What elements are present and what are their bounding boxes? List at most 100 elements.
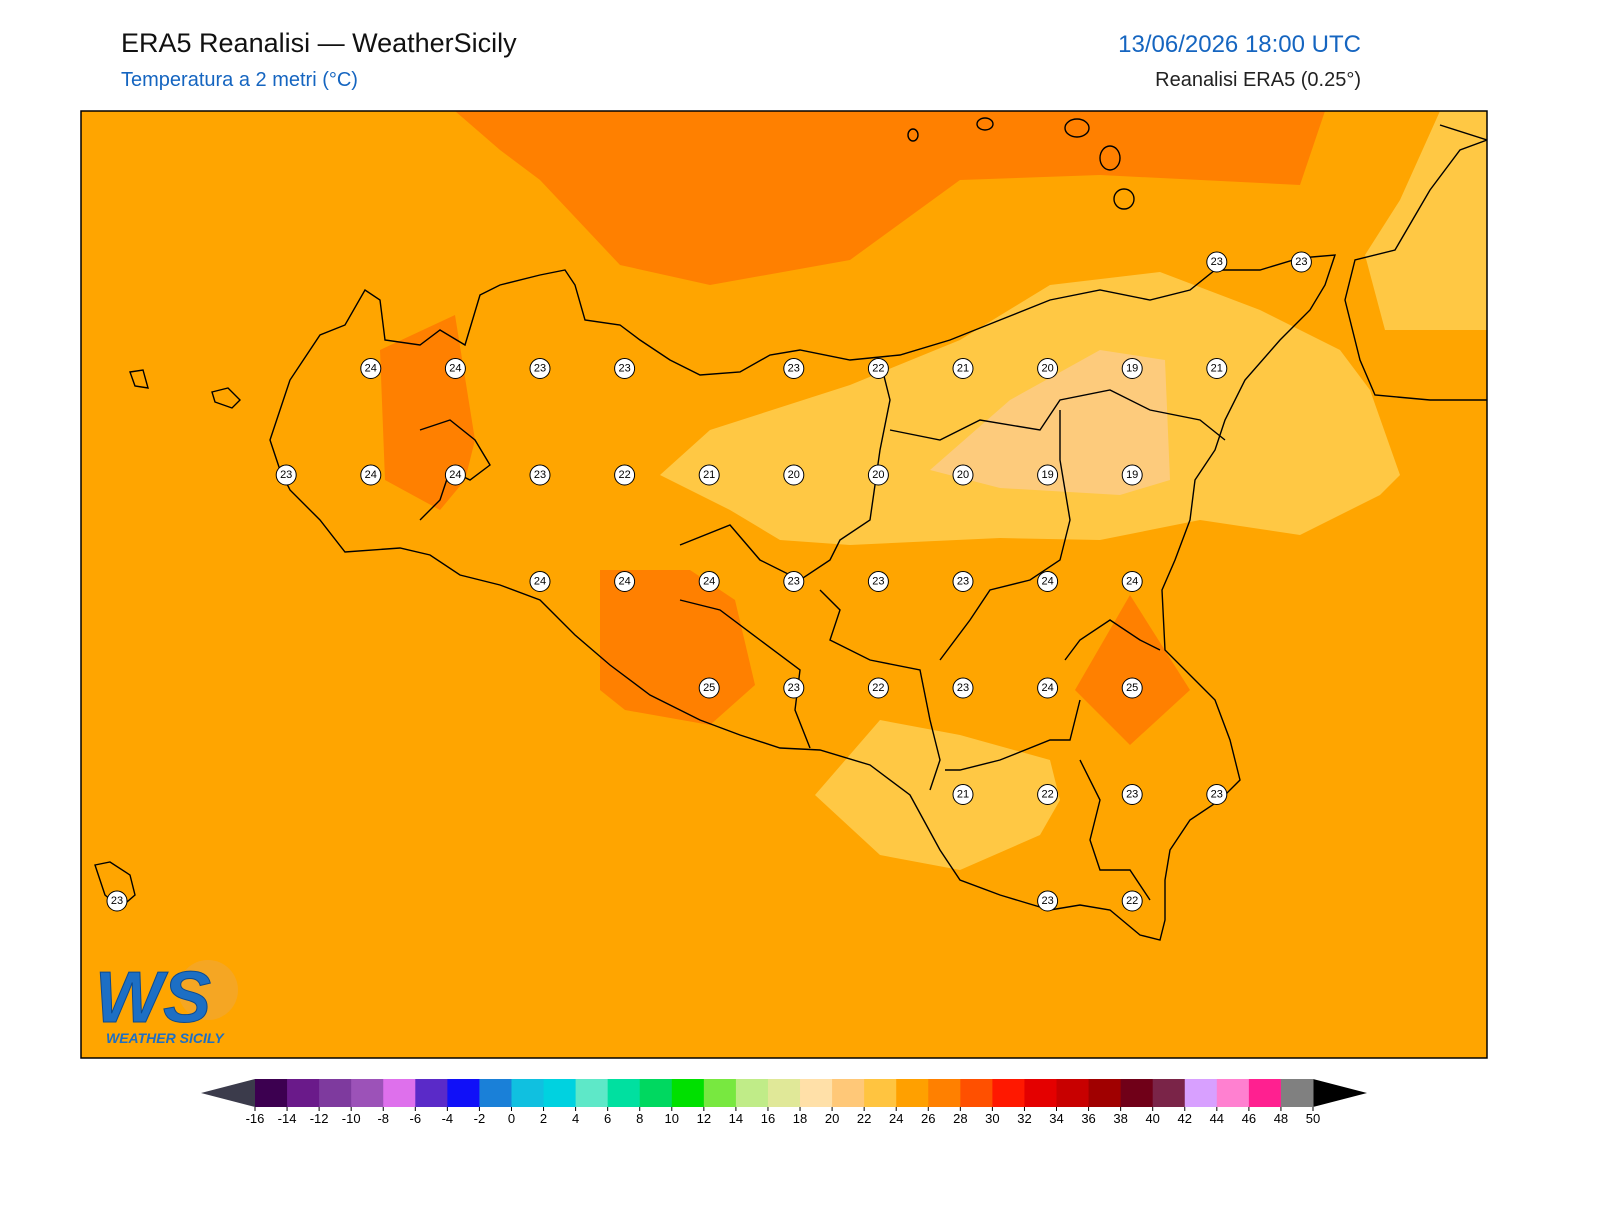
station: 23	[529, 464, 551, 486]
station-value: 19	[1041, 469, 1053, 481]
station-marker	[698, 464, 720, 486]
colorbar-bin	[479, 1079, 512, 1107]
station-marker	[783, 677, 805, 699]
station-marker	[1037, 358, 1059, 379]
station-marker	[614, 571, 636, 592]
station: 23	[614, 358, 636, 379]
colorbar-bin	[575, 1079, 609, 1107]
colorbar-tick-label: 50	[1306, 1111, 1320, 1126]
station-marker	[529, 358, 551, 379]
station-marker	[867, 571, 889, 592]
colorbar-over	[1313, 1079, 1367, 1107]
colorbar-tick-label: 42	[1178, 1111, 1192, 1126]
colorbar-tick-label: 18	[793, 1111, 807, 1126]
colorbar-bin	[1280, 1079, 1314, 1107]
station-value: 22	[618, 469, 630, 481]
colorbar-bin	[287, 1079, 320, 1107]
colorbar-bin	[415, 1079, 448, 1107]
station-value: 23	[788, 576, 800, 588]
title: ERA5 Reanalisi — WeatherSicily	[121, 28, 517, 58]
colorbar-tick-label: 30	[985, 1111, 999, 1126]
colorbar-bin	[1184, 1079, 1218, 1107]
station-value: 23	[1126, 789, 1138, 801]
colorbar-tick-label: 36	[1081, 1111, 1095, 1126]
station-marker	[867, 358, 889, 379]
colorbar-bin	[383, 1079, 416, 1107]
station: 22	[867, 677, 889, 699]
station: 21	[698, 464, 720, 486]
colorbar-tick-label: -4	[442, 1111, 454, 1126]
colorbar-tick-label: 6	[604, 1111, 611, 1126]
station-marker	[1037, 464, 1059, 486]
map-frame	[80, 110, 1488, 1059]
station-value: 24	[449, 363, 461, 375]
station-value: 21	[1211, 363, 1223, 375]
station: 23	[1121, 784, 1143, 805]
colorbar-tick-label: 48	[1274, 1111, 1288, 1126]
station-value: 22	[872, 363, 884, 375]
colorbar-tick-label: -6	[410, 1111, 422, 1126]
source: Reanalisi ERA5 (0.25°)	[1155, 69, 1361, 91]
colorbar-under	[201, 1079, 255, 1107]
colorbar-bin	[447, 1079, 480, 1107]
station-value: 24	[1041, 682, 1053, 694]
colorbar-bin	[800, 1079, 833, 1107]
station: 23	[106, 890, 128, 912]
colorbar-bin	[735, 1079, 769, 1107]
station-value: 23	[618, 363, 630, 375]
colorbar-tick-label: 28	[953, 1111, 967, 1126]
coastline	[94, 117, 1487, 941]
colorbar-bin	[1024, 1079, 1058, 1107]
colorbar-bin	[928, 1079, 961, 1107]
colorbar: -16 -14 -12 -10 -8 -6 -4 -2 0 2 4 6 8 10 12 14 16 18 20 22 2…	[201, 1079, 1367, 1126]
station-marker	[1037, 890, 1059, 912]
station-value: 24	[365, 363, 377, 375]
colorbar-bin	[703, 1079, 737, 1107]
station-value: 23	[957, 682, 969, 694]
station: 24	[1037, 677, 1059, 699]
datetime: 13/06/2026 18:00 UTC	[1118, 31, 1361, 58]
colorbar-tick-label: -2	[474, 1111, 486, 1126]
colorbar-bin	[543, 1079, 577, 1107]
colorbar-tick-label: 22	[857, 1111, 871, 1126]
colorbar-bin	[864, 1079, 897, 1107]
station-value: 24	[365, 469, 377, 481]
station-marker	[783, 571, 805, 592]
station: 20	[1037, 358, 1059, 379]
station: 22	[1121, 890, 1143, 912]
colorbar-tick-label: 4	[572, 1111, 579, 1126]
station: 23	[529, 358, 551, 379]
colorbar-bin	[1056, 1079, 1090, 1107]
station-marker	[1206, 358, 1228, 379]
colorbar-tick-label: -14	[278, 1111, 297, 1126]
station-marker	[360, 464, 382, 486]
station-value: 24	[618, 576, 630, 588]
station: 24	[444, 358, 466, 379]
station: 21	[1206, 358, 1228, 379]
station: 20	[783, 464, 805, 486]
station-value: 22	[1126, 895, 1138, 907]
station-value: 23	[788, 682, 800, 694]
station-marker	[106, 890, 128, 912]
colorbar-tick-label: 8	[636, 1111, 643, 1126]
map: 23 23 24 24 23 23 23 22 21 20 19 21 23 24 24 23 22 21 20 20…	[80, 110, 1488, 1059]
colorbar-tick-label: -16	[246, 1111, 265, 1126]
station-value: 21	[957, 363, 969, 375]
colorbar-bin	[671, 1079, 705, 1107]
station-marker	[1121, 464, 1143, 486]
station-marker	[1290, 251, 1312, 273]
colorbar-bin	[255, 1079, 288, 1107]
station-marker	[614, 464, 636, 486]
station-marker	[444, 358, 466, 379]
station: 23	[952, 571, 974, 592]
station-value: 20	[872, 469, 884, 481]
station: 23	[783, 571, 805, 592]
station-value: 23	[1295, 256, 1307, 268]
colorbar-tick-label: 32	[1017, 1111, 1031, 1126]
station-value: 23	[280, 469, 292, 481]
station: 23	[1206, 784, 1228, 805]
colorbar-tick-label: 38	[1113, 1111, 1127, 1126]
station: 23	[1206, 251, 1228, 273]
station-value: 24	[1041, 576, 1053, 588]
